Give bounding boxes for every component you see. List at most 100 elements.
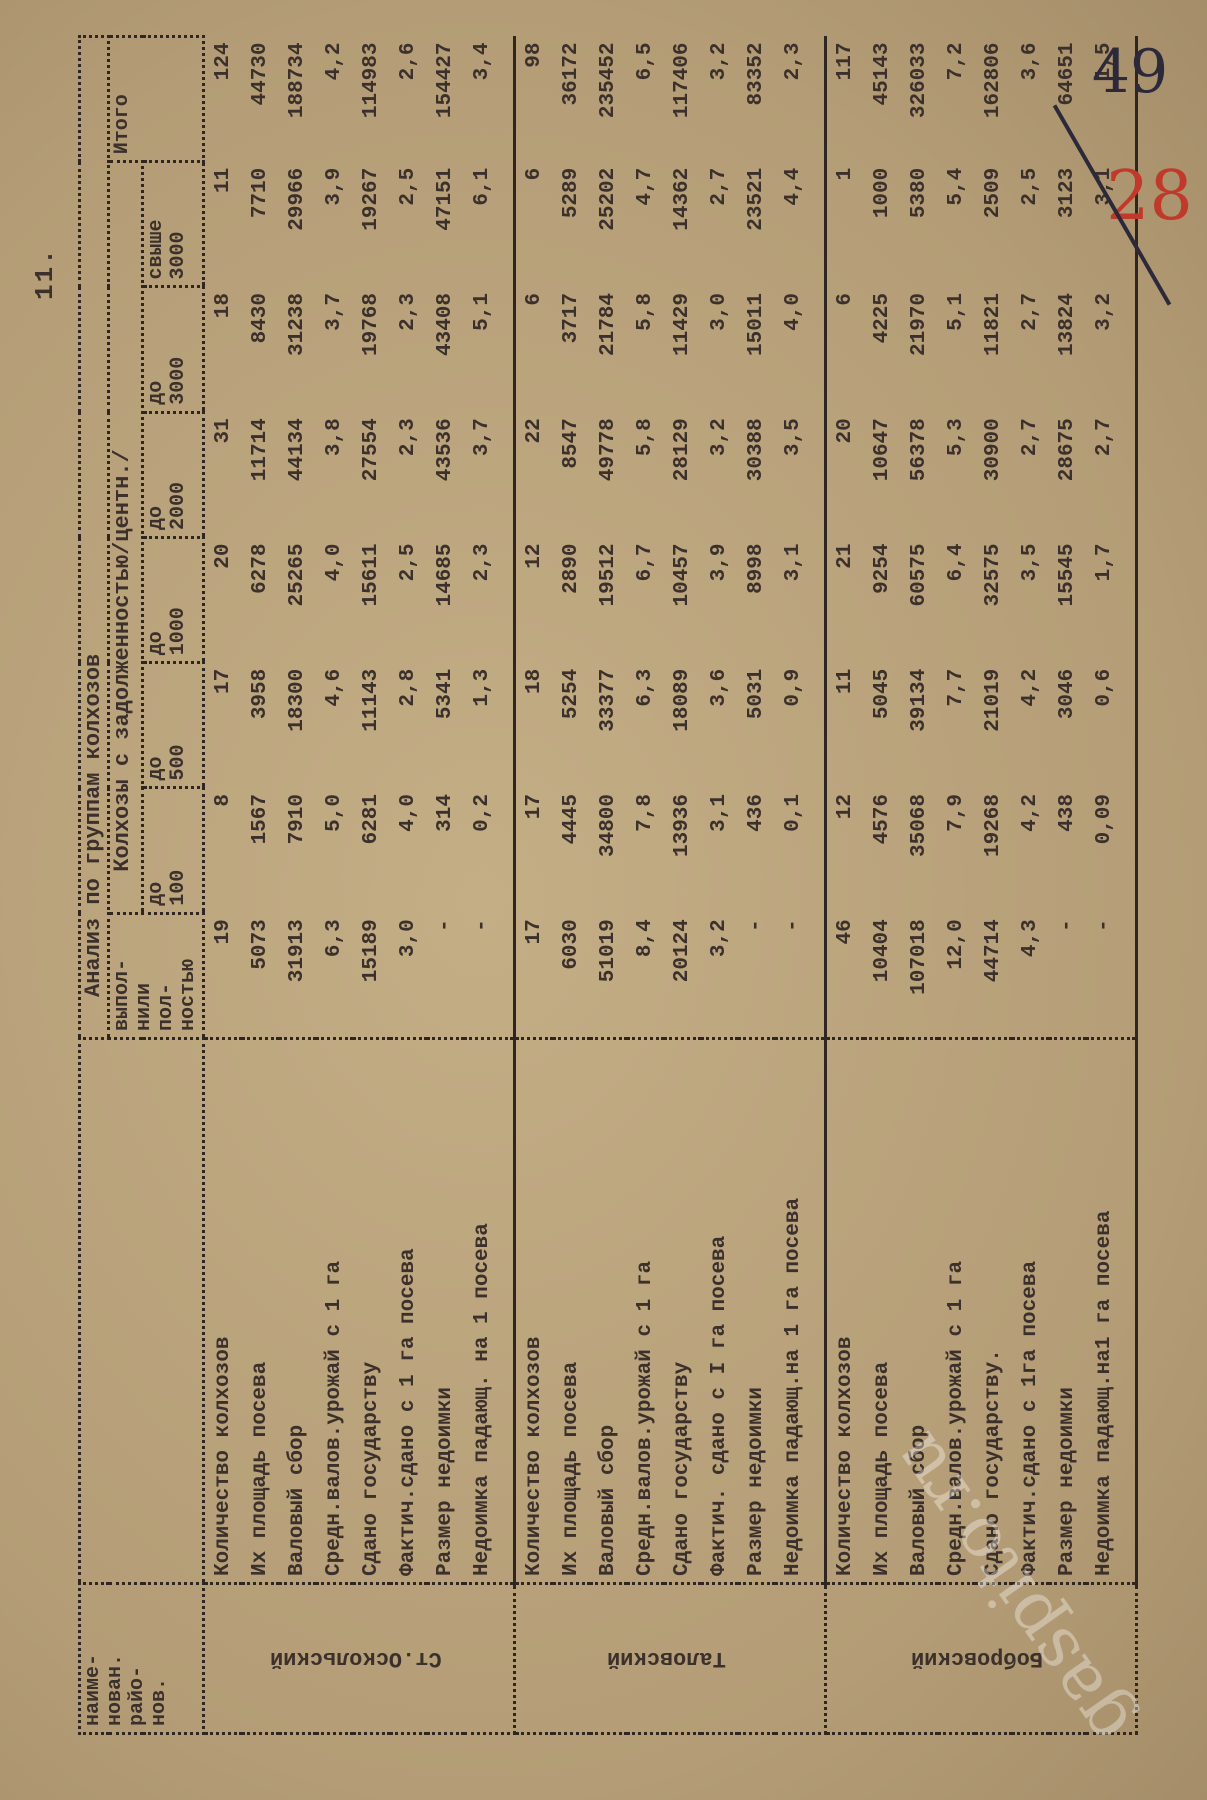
cell-value: 0,2 xyxy=(464,788,515,914)
cell-value: 3,1 xyxy=(708,794,731,832)
cell-value: 19768 xyxy=(360,293,383,357)
row-label: Их площадь посева xyxy=(864,1038,901,1584)
cell-value: 60575 xyxy=(908,543,931,607)
crossed-old-number: 28 xyxy=(1106,157,1193,237)
cell-value: 4225 xyxy=(871,293,894,344)
cell-value: 45143 xyxy=(871,42,894,106)
cell-value: 6 xyxy=(523,293,546,306)
row-label: Размер недоимки xyxy=(1049,1038,1086,1584)
cell-value: 11429 xyxy=(671,293,694,357)
cell-value: 188734 xyxy=(286,42,309,119)
cell-value: 3,2 xyxy=(708,919,731,958)
cell-value: 3,7 xyxy=(464,412,515,538)
cell-value: 3046 xyxy=(1056,668,1079,720)
cell-value: 117406 xyxy=(671,42,694,119)
cell-value: 6,3 xyxy=(323,919,346,958)
cell-value: 25202 xyxy=(597,167,620,231)
cell-value: 9254 xyxy=(871,543,894,594)
cell-value: 34800 xyxy=(597,794,620,858)
cell-value: 3,7 xyxy=(323,293,346,331)
cell-value: 5254 xyxy=(560,668,583,720)
cell-value: 114983 xyxy=(360,42,383,119)
cell-value: 2509 xyxy=(982,167,1005,219)
cell-value: 162806 xyxy=(982,42,1005,119)
cell-value: 31238 xyxy=(286,293,309,357)
cell-value: 4,3 xyxy=(1019,919,1042,958)
table-row: Ст.Оскольский Количество колхозов 19 8 17 20 3… xyxy=(203,37,515,1734)
district-cell: Ст.Оскольский xyxy=(203,1583,515,1734)
column-header: до 100 xyxy=(142,788,204,914)
cell-value: 2,7 xyxy=(1019,418,1042,457)
handwritten-page-number: 49 xyxy=(1091,36,1169,107)
cell-value: 6 xyxy=(523,167,546,181)
cell-value: 17 xyxy=(523,919,546,945)
cell-value: 11821 xyxy=(982,293,1005,357)
row-label: Их площадь посева xyxy=(553,1038,590,1584)
table-row: Фактич.сдано с 1 га посева 3,0 4,0 2,8 2,5 2,… xyxy=(390,37,427,1734)
cell-value: 4,7 xyxy=(634,167,657,206)
cell-value: 2,5 xyxy=(397,167,420,206)
cell-value: 3717 xyxy=(560,293,583,344)
cell-value: 4,2 xyxy=(1019,794,1042,832)
cell-value: 56378 xyxy=(908,418,931,482)
cell-value: 3,6 xyxy=(1019,42,1042,81)
cell-value: 12 xyxy=(834,794,857,820)
label-header xyxy=(79,1038,204,1584)
cell-value: 5,8 xyxy=(634,293,657,331)
table-row: Валовый сбор 31913 7910 18300 25265 44134 3123… xyxy=(279,37,316,1734)
row-label: Количество колхозов xyxy=(825,1038,864,1584)
cell-value: 3,9 xyxy=(708,543,731,582)
cell-value: 10457 xyxy=(671,543,694,607)
row-label: Недоимка падающ.на1 га посева xyxy=(1086,1038,1137,1584)
cell-value: 3,4 xyxy=(464,36,515,162)
cell-value: 8,4 xyxy=(634,919,657,958)
cell-value: 83352 xyxy=(745,42,768,106)
cell-value: 117 xyxy=(834,42,857,81)
page-number: 11. xyxy=(30,247,60,300)
cell-value: 5,3 xyxy=(945,418,968,457)
cell-value: 3,9 xyxy=(323,167,346,206)
cell-value: 5380 xyxy=(908,167,931,219)
cell-value: 6,5 xyxy=(634,42,657,81)
cell-value: 39134 xyxy=(908,668,931,732)
cell-value: 13936 xyxy=(671,794,694,858)
cell-value: 15611 xyxy=(360,543,383,607)
cell-value: 0,1 xyxy=(775,788,826,914)
cell-value: 19267 xyxy=(360,167,383,231)
district-name: Таловский xyxy=(607,1646,726,1671)
row-label: Фактич. сдано с I га посева xyxy=(701,1038,738,1584)
row-label: Средн.валов.урожай с 1 га xyxy=(316,1038,353,1584)
table-row: Размер недоимки - 314 5341 14685 43536 43408 47… xyxy=(427,37,464,1734)
cell-value: 20124 xyxy=(671,919,694,983)
cell-value: 5,8 xyxy=(634,418,657,457)
cell-value: 1000 xyxy=(871,167,894,219)
cell-value: 2,6 xyxy=(397,42,420,81)
cell-value: 6030 xyxy=(560,919,583,970)
table-row: Бобровский Количество колхозов 46 12 11 21 20 6… xyxy=(825,37,1137,1734)
cell-value: 31913 xyxy=(286,919,309,983)
cell-value: 2,3 xyxy=(464,537,515,663)
row-label: Недоимка падающ.на 1 га посева xyxy=(775,1038,826,1584)
cell-value: 2,7 xyxy=(708,167,731,206)
cell-value: 31 xyxy=(212,418,235,444)
cell-value: 1,3 xyxy=(464,662,515,788)
cell-value: 3958 xyxy=(249,668,272,720)
cell-value: 29966 xyxy=(286,167,309,231)
cell-value: 438 xyxy=(1056,794,1079,832)
cell-value: 10404 xyxy=(871,919,894,983)
table-row: Таловский Количество колхозов 17 17 18 12 22 6 6… xyxy=(514,37,826,1734)
cell-value: 27554 xyxy=(360,418,383,482)
cell-value: 33377 xyxy=(597,668,620,732)
table-row: Валовый сбор 51019 34800 33377 19512 49778 217… xyxy=(590,37,627,1734)
cell-value: 0,9 xyxy=(775,662,826,788)
cell-value: 15545 xyxy=(1056,543,1079,607)
cell-value: 18 xyxy=(523,668,546,694)
cell-value: 17 xyxy=(523,794,546,820)
cell-value: 3,0 xyxy=(397,919,420,958)
cell-value: 5,1 xyxy=(945,293,968,331)
cell-value: 30900 xyxy=(982,418,1005,482)
cell-value: 4,0 xyxy=(775,287,826,413)
table-row: Сдано государству 15189 6281 11143 15611 2755… xyxy=(353,37,390,1734)
cell-value: 6,3 xyxy=(634,668,657,707)
